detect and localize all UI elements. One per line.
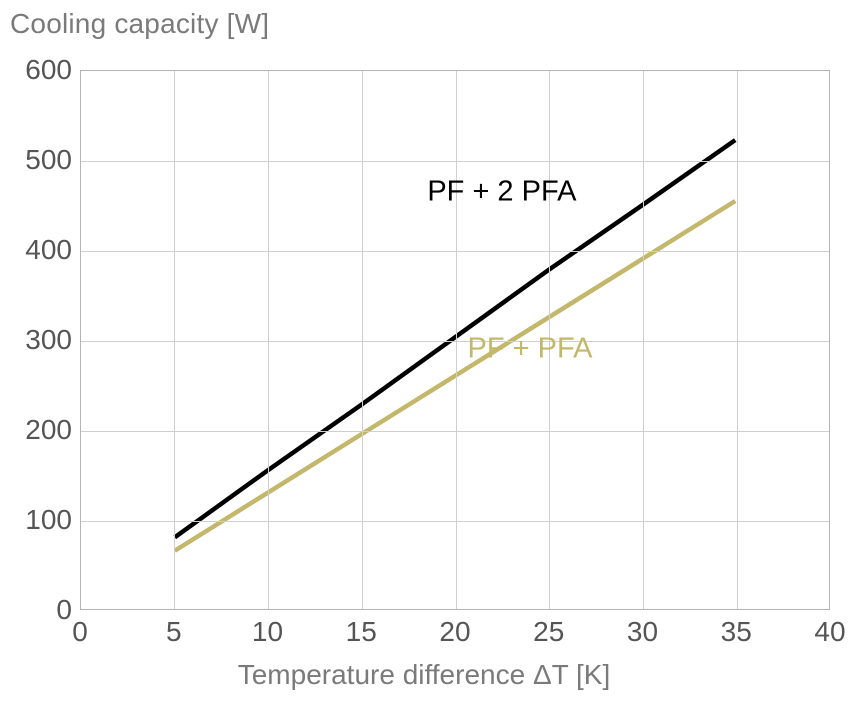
chart-title: Cooling capacity [W] xyxy=(10,8,269,40)
x-tick-label: 15 xyxy=(331,616,391,648)
y-tick-label: 0 xyxy=(12,594,72,626)
chart-container: Cooling capacity [W] Temperature differe… xyxy=(0,0,848,705)
y-tick-label: 400 xyxy=(12,234,72,266)
gridline-horizontal xyxy=(81,521,829,522)
gridline-horizontal xyxy=(81,251,829,252)
gridline-horizontal xyxy=(81,431,829,432)
x-tick-label: 25 xyxy=(519,616,579,648)
gridline-horizontal xyxy=(81,341,829,342)
x-tick-label: 30 xyxy=(613,616,673,648)
plot-area xyxy=(80,70,830,610)
x-tick-label: 5 xyxy=(144,616,204,648)
x-tick-label: 40 xyxy=(800,616,848,648)
series-label-pf_pfa: PF + PFA xyxy=(468,333,593,366)
x-tick-label: 10 xyxy=(238,616,298,648)
y-tick-label: 200 xyxy=(12,414,72,446)
series-label-pf_2pfa: PF + 2 PFA xyxy=(427,175,576,208)
y-tick-label: 500 xyxy=(12,144,72,176)
x-axis-label: Temperature difference ΔT [K] xyxy=(0,659,848,691)
gridline-horizontal xyxy=(81,161,829,162)
y-tick-label: 100 xyxy=(12,504,72,536)
x-tick-label: 35 xyxy=(706,616,766,648)
y-tick-label: 300 xyxy=(12,324,72,356)
x-tick-label: 20 xyxy=(425,616,485,648)
y-tick-label: 600 xyxy=(12,54,72,86)
